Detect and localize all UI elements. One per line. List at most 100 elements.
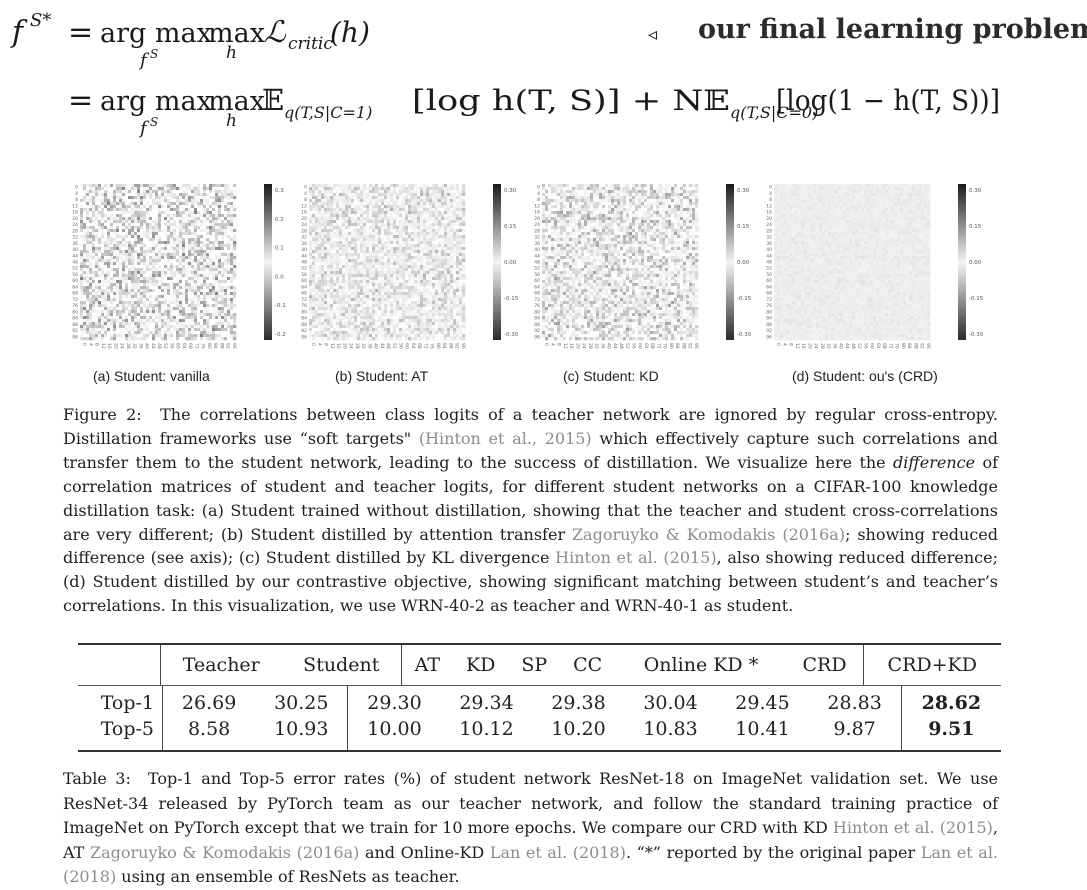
table-row: Top-5 8.58 10.93 10.00 10.12 10.20 10.83… — [78, 716, 1001, 750]
table-mid-rule — [78, 685, 1001, 686]
citation-link[interactable]: Lan et al. (2018) — [63, 842, 999, 887]
y-tick-label: 32 — [534, 235, 540, 241]
colorbar-tick-label: 0.0 — [275, 274, 284, 280]
citation-link[interactable]: (Hinton et al., 2015) — [418, 428, 592, 448]
x-tick-label: 16 — [800, 343, 806, 349]
x-tick-label: 64 — [181, 343, 187, 349]
eq-loss-arg: (h) — [330, 16, 370, 49]
colorbar-tick-label: 0.30 — [504, 188, 517, 194]
x-tick-label: 96 — [925, 343, 931, 349]
x-tick-label: 76 — [894, 343, 900, 349]
tbl-cap-text-5: using an ensemble of ResNets as teacher. — [116, 867, 460, 886]
y-tick-label: 96 — [301, 334, 307, 340]
citation-link[interactable]: Zagoruyko & Komodakis (2016a) — [89, 842, 360, 862]
tbl-cap-text-1: Top-1 and Top-5 error rates (%) of stude… — [63, 769, 999, 837]
y-tick-label: 28 — [766, 228, 772, 234]
table-header-cell: Teacher — [159, 645, 282, 685]
results-table: Teacher Student AT KD SP CC Online KD * … — [78, 643, 1001, 752]
y-tick-label: 92 — [534, 328, 540, 334]
table-header-cell: AT — [400, 645, 453, 685]
x-tick-label: 80 — [900, 343, 906, 349]
table-cell: 29.38 — [551, 692, 606, 714]
y-tick-label: 20 — [766, 216, 772, 222]
y-tick-label: 16 — [72, 210, 78, 216]
x-tick-label: 84 — [441, 343, 447, 349]
eq-argmax-sub-sup-1: S — [150, 47, 158, 61]
x-tick-label: 16 — [106, 343, 112, 349]
citation-link[interactable]: Lan et al. (2018) — [489, 842, 626, 862]
panel-caption-c: (c) Student: KD — [563, 368, 659, 384]
y-tick-label: 60 — [766, 278, 772, 284]
figure-caption: Figure 2: The correlations between class… — [63, 403, 998, 618]
y-tick-label: 92 — [301, 328, 307, 334]
tbl-cap-text-3: and Online-KD — [359, 842, 490, 862]
y-tick-label: 68 — [72, 291, 78, 297]
heatmap-panel-c: 0 0 4 4 8 8 12 12 16 16 20 20 24 24 28 28 32 32 36 36 40 40 44… — [530, 180, 770, 350]
table-header-cell: CRD — [802, 654, 847, 676]
y-tick-label: 56 — [301, 272, 307, 278]
table-caption-label: Table 3: — [63, 769, 131, 788]
y-tick-label: 40 — [72, 247, 78, 253]
y-tick-label: 4 — [75, 191, 78, 197]
citation-link[interactable]: Hinton et al. (2015) — [832, 818, 993, 837]
eq-loss: ℒ — [264, 15, 287, 50]
heatmap-b: 0044881212161620202424282832323636404044… — [301, 184, 519, 349]
table-bottom-rule — [78, 750, 1001, 752]
colorbar-tick-label: -0.30 — [969, 332, 984, 338]
y-tick-label: 44 — [766, 253, 772, 259]
objective-equations: f S* = arg max f S max h ℒ critic (h) ◃ … — [10, 10, 1087, 139]
x-tick-label: 84 — [674, 343, 680, 349]
x-tick-label: 44 — [612, 343, 618, 349]
y-tick-label: 40 — [534, 247, 540, 253]
colorbar — [726, 184, 734, 340]
fig-cap-text-4: ; showing reduced difference (see axis);… — [63, 524, 999, 568]
y-tick-label: 80 — [534, 309, 540, 315]
x-tick-label: 76 — [429, 343, 435, 349]
y-tick-label: 36 — [301, 241, 307, 247]
y-tick-label: 44 — [72, 253, 78, 259]
colorbar-tick-label: -0.15 — [504, 296, 519, 302]
heatmap-cells — [542, 184, 699, 341]
x-tick-label: 60 — [637, 343, 643, 349]
y-tick-label: 60 — [72, 278, 78, 284]
y-tick-label: 96 — [72, 334, 78, 340]
y-tick-label: 36 — [72, 241, 78, 247]
x-tick-label: 72 — [422, 343, 428, 349]
x-tick-label: 76 — [662, 343, 668, 349]
y-tick-label: 36 — [766, 241, 772, 247]
x-tick-label: 8 — [788, 343, 794, 346]
x-tick-label: 0 — [310, 343, 316, 346]
x-tick-label: 40 — [144, 343, 150, 349]
x-tick-label: 20 — [806, 343, 812, 349]
heatmap-panel-a: 0 0 4 4 8 8 12 12 16 16 20 20 24 24 28 28 32 32 36 36 40 40 44… — [68, 180, 308, 350]
y-tick-label: 48 — [766, 260, 772, 266]
x-tick-label: 28 — [354, 343, 360, 349]
y-tick-label: 76 — [766, 303, 772, 309]
eq-lhs: f — [10, 15, 28, 50]
y-tick-label: 96 — [534, 334, 540, 340]
table-cell: 10.41 — [735, 718, 790, 740]
x-tick-label: 48 — [850, 343, 856, 349]
eq-expectation-1: 𝔼 — [262, 83, 284, 117]
x-tick-label: 56 — [862, 343, 868, 349]
x-tick-label: 32 — [593, 343, 599, 349]
x-tick-label: 16 — [568, 343, 574, 349]
y-tick-label: 0 — [537, 185, 540, 191]
x-tick-label: 8 — [556, 343, 562, 346]
x-tick-label: 92 — [454, 343, 460, 349]
citation-link[interactable]: Zagoruyko & Komodakis (2016a) — [571, 524, 846, 544]
panel-caption-d: (d) Student: ou's (CRD) — [792, 368, 938, 384]
x-tick-label: 48 — [618, 343, 624, 349]
y-tick-label: 8 — [304, 197, 307, 203]
y-tick-label: 64 — [72, 284, 78, 290]
y-tick-label: 36 — [534, 241, 540, 247]
eq-argmax-sub-2: f — [138, 118, 150, 139]
y-tick-label: 64 — [766, 284, 772, 290]
y-tick-label: 64 — [301, 284, 307, 290]
colorbar-tick-label: -0.30 — [504, 332, 519, 338]
x-tick-label: 36 — [137, 343, 143, 349]
x-tick-label: 12 — [794, 343, 800, 349]
y-tick-label: 28 — [301, 228, 307, 234]
table-cell: 29.30 — [347, 686, 441, 716]
citation-link[interactable]: Hinton et al. (2015) — [555, 548, 717, 568]
